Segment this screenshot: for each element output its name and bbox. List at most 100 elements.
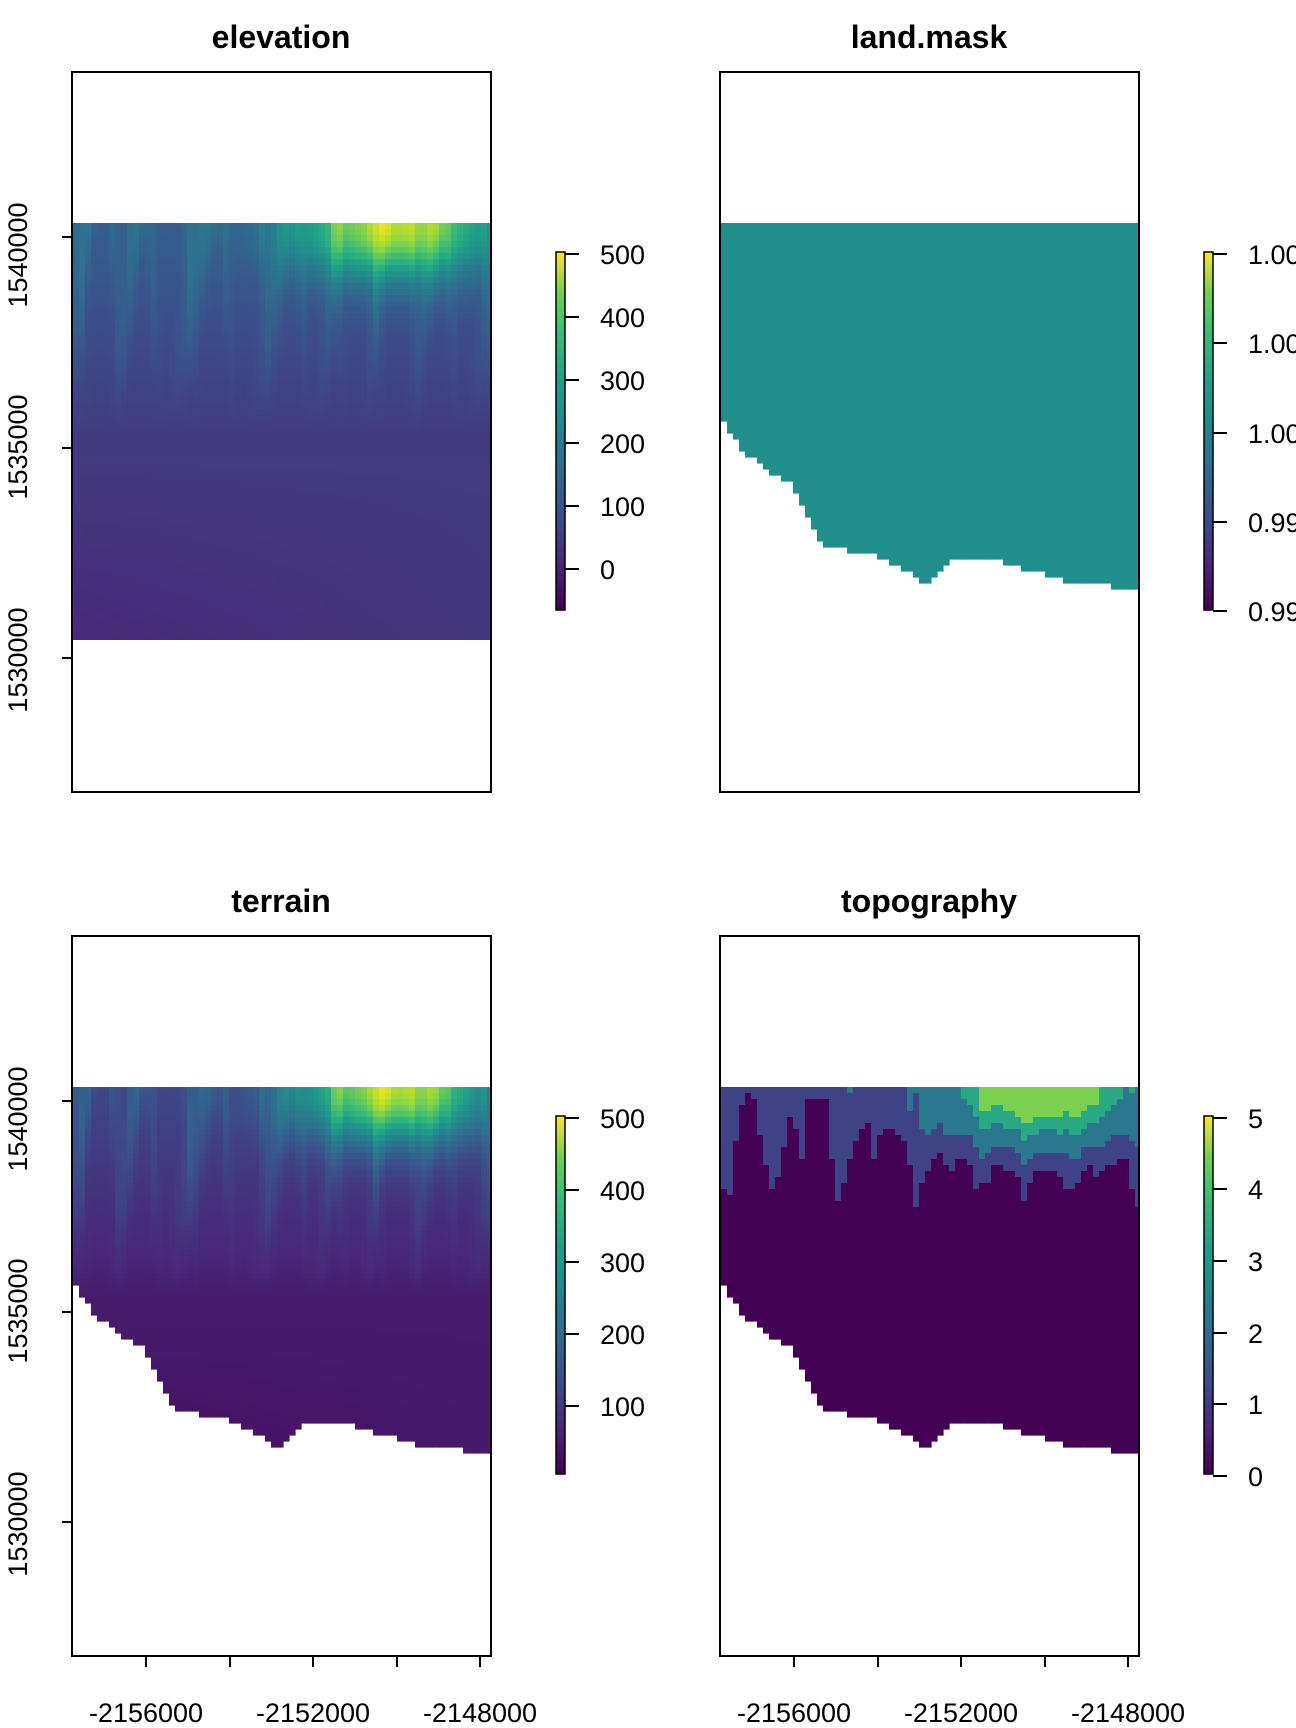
raster-cell [415, 535, 422, 542]
raster-cell [73, 559, 80, 566]
raster-cell [241, 511, 248, 518]
raster-cell [259, 487, 266, 494]
raster-cell [451, 475, 458, 482]
raster-cell [85, 445, 92, 452]
raster-cell [469, 577, 476, 584]
raster-cell [319, 361, 326, 368]
raster-cell [115, 319, 122, 326]
raster-cell [145, 355, 152, 362]
raster-cell [253, 595, 260, 602]
raster-cell [463, 301, 470, 308]
raster-cell [445, 541, 452, 548]
raster-cell [103, 325, 110, 332]
raster-cell [379, 241, 386, 248]
raster-cell [373, 235, 380, 242]
raster-cell [79, 331, 86, 338]
raster-cell [253, 505, 260, 512]
raster-cell [229, 301, 236, 308]
raster-cell [385, 397, 392, 404]
raster-cell [229, 469, 236, 476]
raster-cell [79, 421, 86, 428]
raster-cell [151, 505, 158, 512]
raster-cell [313, 583, 320, 590]
raster-cell [241, 493, 248, 500]
raster-cell [259, 253, 266, 260]
raster-cell [421, 361, 428, 368]
raster-cell [187, 325, 194, 332]
raster-cell [265, 295, 272, 302]
raster-cell [451, 625, 458, 632]
raster-cell [241, 553, 248, 560]
raster-cell [145, 397, 152, 404]
raster-cell [403, 325, 410, 332]
raster-cell [487, 637, 491, 640]
raster-cell [73, 385, 80, 392]
raster-cell [433, 451, 440, 458]
raster-cell [175, 241, 182, 248]
raster-cell [277, 319, 284, 326]
raster-cell [331, 583, 338, 590]
raster-cell [91, 541, 98, 548]
raster-cell [391, 625, 398, 632]
raster-cell [73, 469, 80, 476]
raster-cell [109, 601, 116, 608]
raster-cell [325, 229, 332, 236]
raster-cell [295, 523, 302, 530]
raster-cell [361, 541, 368, 548]
raster-cell [79, 313, 86, 320]
raster-cell [271, 373, 278, 380]
raster-cell [241, 487, 248, 494]
raster-cell [151, 547, 158, 554]
raster-cell [133, 541, 140, 548]
raster-cell [343, 367, 350, 374]
raster-cell [313, 307, 320, 314]
raster-cell [103, 493, 110, 500]
raster-cell [409, 289, 416, 296]
raster-cell [487, 331, 491, 338]
raster-cell [475, 451, 482, 458]
raster-cell [169, 529, 176, 536]
raster-cell [301, 469, 308, 476]
raster-cell [343, 541, 350, 548]
raster-cell [325, 301, 332, 308]
raster-cell [259, 325, 266, 332]
raster-cell [211, 631, 218, 638]
raster-cell [481, 331, 488, 338]
raster-cell [73, 577, 80, 584]
raster-cell [355, 343, 362, 350]
raster-cell [409, 367, 416, 374]
raster-cell [247, 529, 254, 536]
raster-cell [427, 637, 434, 640]
raster-cell [307, 433, 314, 440]
raster-cell [433, 283, 440, 290]
raster-cell [133, 223, 140, 230]
raster-cell [163, 271, 170, 278]
raster-cell [487, 481, 491, 488]
raster-cell [235, 445, 242, 452]
raster-cell [469, 637, 476, 640]
raster-cell [283, 589, 290, 596]
raster-cell [223, 235, 230, 242]
raster-cell [253, 619, 260, 626]
raster-cell [271, 361, 278, 368]
raster-cell [433, 469, 440, 476]
raster-cell [319, 445, 326, 452]
raster-cell [331, 397, 338, 404]
raster-cell [115, 349, 122, 356]
raster-cell [265, 637, 272, 640]
raster-cell [73, 301, 80, 308]
raster-cell [151, 235, 158, 242]
raster-cell [229, 433, 236, 440]
raster-cell [463, 325, 470, 332]
raster-cell [445, 481, 452, 488]
raster-cell [343, 325, 350, 332]
raster-cell [79, 589, 86, 596]
raster-cell [349, 613, 356, 620]
raster-cell [349, 403, 356, 410]
raster-cell [253, 451, 260, 458]
raster-cell [331, 451, 338, 458]
raster-cell [355, 565, 362, 572]
raster-cell [229, 559, 236, 566]
raster-cell [463, 445, 470, 452]
raster-cell [355, 571, 362, 578]
